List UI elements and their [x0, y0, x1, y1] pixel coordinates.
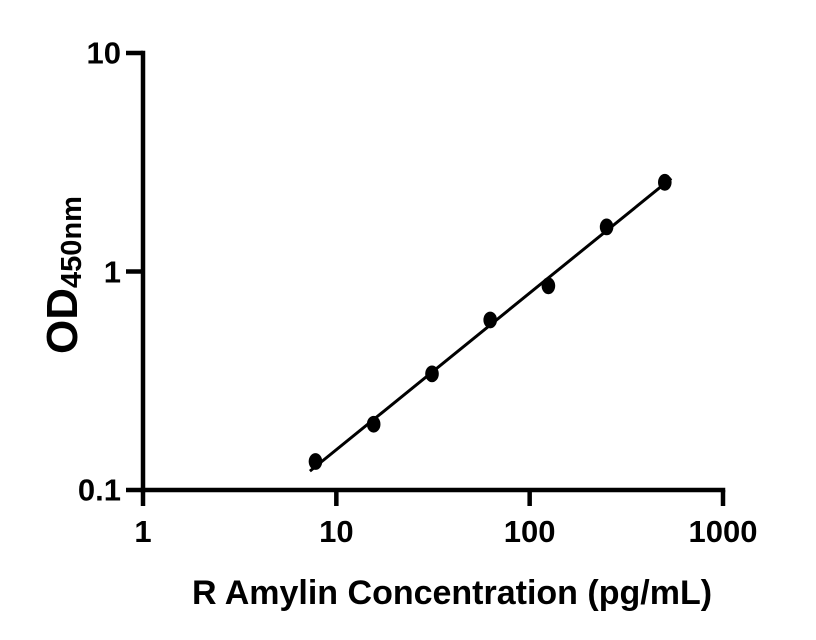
y-tick-label: 0.1 [77, 472, 121, 508]
data-point [308, 453, 323, 470]
x-axis-title: R Amylin Concentration (pg/mL) [191, 574, 713, 612]
x-tick-label: 100 [503, 514, 556, 549]
y-tick-label: 10 [86, 35, 121, 71]
tick-marks [126, 50, 726, 506]
y-tick-label: 1 [103, 254, 121, 289]
data-points-group [308, 173, 672, 470]
data-point [541, 277, 556, 295]
data-point [366, 415, 381, 433]
data-point [425, 365, 439, 383]
y-axis-title-main: OD [37, 287, 87, 354]
x-tick-label: 1000 [688, 514, 758, 549]
x-tick-label: 1 [134, 514, 152, 549]
data-point [599, 218, 614, 236]
x-tick-label: 10 [319, 514, 354, 549]
axes [140, 50, 726, 493]
y-axis-title-subscript: 450nm [56, 196, 89, 288]
y-axis-title: OD450nm [37, 196, 89, 354]
data-point [658, 173, 672, 191]
data-point [483, 311, 498, 329]
